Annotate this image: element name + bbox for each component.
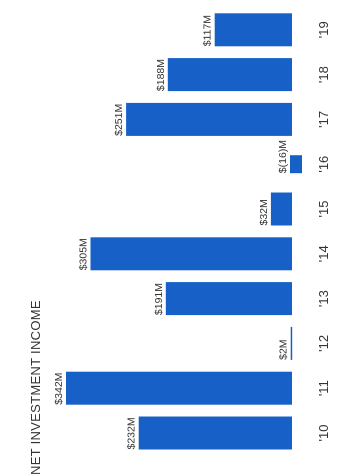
bar-6 — [290, 155, 302, 174]
data-label-8: $188M — [155, 59, 167, 91]
category-tick-1: '11 — [316, 380, 331, 396]
data-label-1: $342M — [53, 373, 65, 405]
chart-title: NET INVESTMENT INCOME — [28, 300, 43, 475]
bar-1 — [66, 371, 292, 405]
data-label-6: $(16)M — [277, 140, 289, 173]
data-label-7: $251M — [113, 104, 125, 136]
bar-2 — [290, 326, 293, 360]
category-tick-5: '15 — [316, 201, 331, 218]
category-ticks-group: '10 '11 '12 '13 '14 '15 '16 '17 '18 '19 — [316, 21, 331, 441]
category-tick-8: '18 — [316, 66, 331, 83]
bar-4 — [90, 237, 292, 271]
bars-group — [66, 13, 302, 450]
category-tick-2: '12 — [316, 335, 331, 352]
data-label-3: $191M — [153, 283, 165, 315]
data-label-0: $232M — [126, 417, 138, 449]
bar-5 — [270, 192, 292, 226]
data-label-5: $32M — [258, 199, 270, 225]
bar-7 — [126, 102, 292, 136]
data-label-2: $2M — [278, 339, 290, 359]
category-tick-0: '10 — [316, 425, 331, 442]
category-tick-7: '17 — [316, 111, 331, 128]
bar-9 — [214, 13, 292, 47]
category-tick-6: '16 — [316, 156, 331, 173]
data-label-9: $117M — [202, 15, 214, 46]
category-tick-3: '13 — [316, 290, 331, 307]
category-tick-4: '14 — [316, 245, 331, 262]
bar-0 — [138, 416, 292, 450]
bar-8 — [167, 58, 292, 92]
data-label-4: $305M — [78, 238, 90, 270]
bar-3 — [165, 282, 292, 316]
data-labels-group: $232M $342M $2M $191M $305M $32M $(16)M $251M $1… — [53, 15, 290, 450]
category-tick-9: '19 — [316, 21, 331, 38]
